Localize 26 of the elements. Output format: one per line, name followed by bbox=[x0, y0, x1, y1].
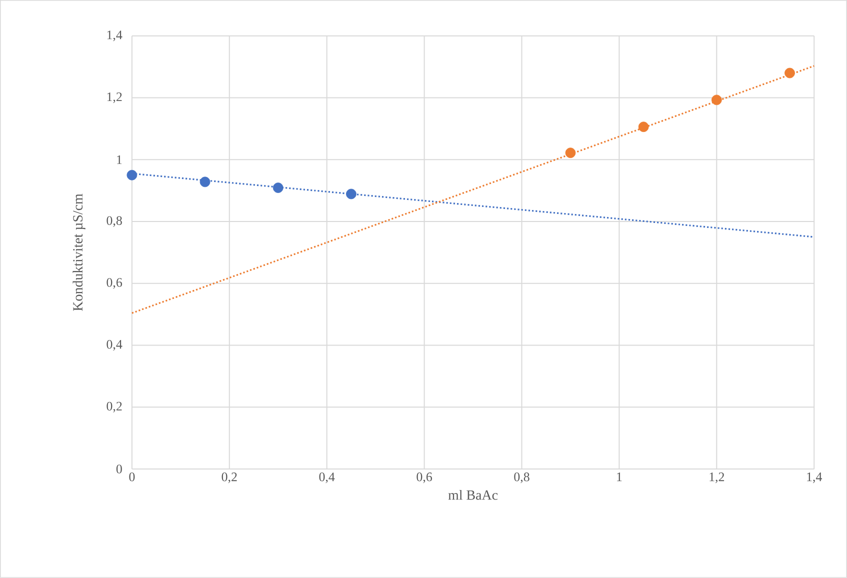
point bbox=[126, 170, 138, 180]
x-tick-label: 0,2 bbox=[222, 472, 237, 484]
point bbox=[272, 182, 284, 193]
point bbox=[638, 122, 649, 132]
point bbox=[565, 148, 576, 158]
point bbox=[346, 188, 356, 200]
y-tick-label: 0,6 bbox=[106, 278, 122, 289]
y-tick-label: 0 bbox=[116, 464, 122, 474]
x-tick-label: 1,2 bbox=[710, 472, 724, 484]
x-tick-label: 0,4 bbox=[319, 472, 335, 484]
point bbox=[711, 94, 722, 106]
y-tick-label: 0,4 bbox=[106, 340, 122, 351]
y-tick-label: 1,4 bbox=[107, 30, 122, 42]
x-axis-title: ml BaAc bbox=[448, 490, 498, 500]
y-tick-label: 0,2 bbox=[106, 402, 122, 412]
x-tick-label: 1,4 bbox=[807, 472, 822, 484]
x-tick-label: 0,6 bbox=[416, 472, 432, 484]
y-tick-label: 1,2 bbox=[107, 92, 122, 104]
y-axis-title: Konduktivitet µS/cm bbox=[72, 194, 86, 311]
y-tick-label: 1 bbox=[117, 155, 122, 164]
point bbox=[784, 68, 795, 78]
x-tick-label: 1 bbox=[617, 472, 622, 482]
x-tick-label: 0 bbox=[129, 472, 135, 482]
y-tick-label: 0,8 bbox=[106, 216, 122, 227]
x-tick-label: 0,8 bbox=[514, 472, 530, 484]
point bbox=[200, 176, 210, 188]
